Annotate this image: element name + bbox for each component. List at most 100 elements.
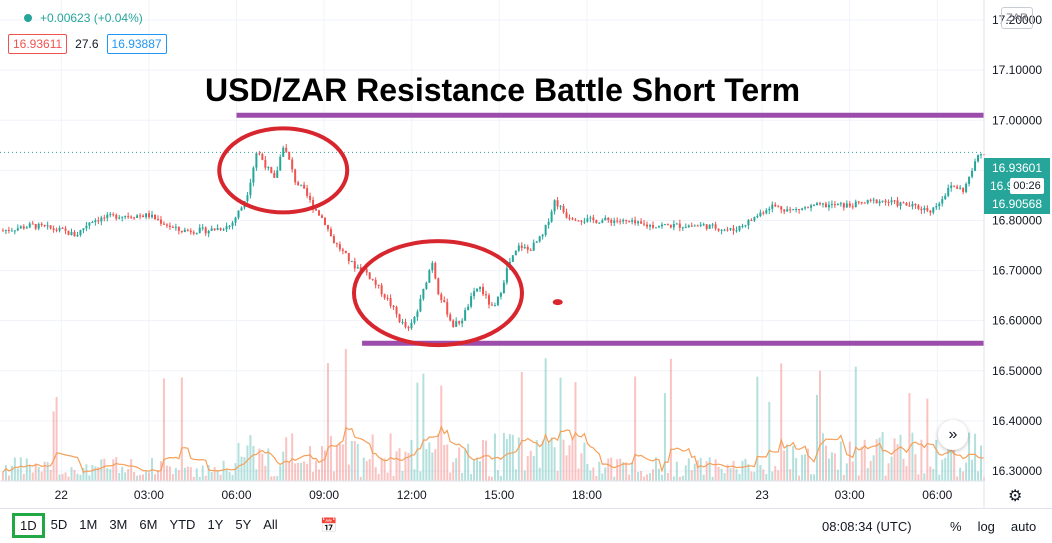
volume-bar [789,469,792,481]
gear-icon[interactable]: ⚙ [1008,488,1023,505]
candle-body [619,221,622,223]
volume-bar [827,458,830,481]
range-3m[interactable]: 3M [109,517,128,532]
candle-body [640,221,643,224]
volume-bar [532,456,535,481]
candle-body [279,156,282,171]
scroll-to-realtime-button[interactable]: » [938,420,968,450]
candle-body [804,207,807,209]
volume-bar [705,461,708,481]
range-5d[interactable]: 5D [50,517,68,532]
candle-body [813,205,816,207]
candle-body [705,224,708,229]
range-5y[interactable]: 5Y [235,517,252,532]
ask-price[interactable]: 16.93887 [106,34,167,54]
volume-bar [207,465,210,481]
current-price-label: 16.93601 [984,158,1050,178]
volume-bar [13,457,16,481]
candle-body [213,228,216,230]
volume-bar [320,446,323,481]
candle-body [577,220,580,222]
percent-toggle[interactable]: % [950,519,962,534]
time-axis[interactable]: 22 03:00 06:00 09:00 12:00 15:00 18:00 23 03:00 0… [55,488,953,502]
volume-bar [857,475,860,481]
volume-bar [76,473,79,481]
candle-body [419,298,422,312]
volume-bar [142,474,145,481]
volume-bar [121,466,124,481]
volume-bar [711,476,714,481]
candle-body [82,228,85,231]
volume-bar [720,468,723,481]
volume-bar [738,473,741,481]
volume-bar [550,437,553,481]
volume-bar [893,438,896,481]
volume-bar [765,474,768,481]
candle-body [810,205,813,208]
candle-body [297,182,300,186]
volume-bar [795,458,798,481]
volume-bar [750,471,753,481]
volume-bar [938,474,941,481]
calendar-icon[interactable]: 📅 [320,517,338,533]
currency-button[interactable]: ZAR [1001,7,1033,29]
range-all[interactable]: All [263,517,278,532]
volume-bar [380,457,383,481]
range-6m[interactable]: 6M [139,517,158,532]
candle-body [496,296,499,306]
candle-body [46,225,49,227]
volume-bar [604,467,607,481]
candle-body [61,227,64,229]
price-axis[interactable]: 17.2000017.1000017.0000016.9000016.80000… [992,13,1042,478]
price-chart[interactable]: 17.2000017.1000017.0000016.9000016.80000… [0,0,1052,508]
log-toggle[interactable]: log [977,519,995,534]
candle-body [422,288,425,299]
volume-bar [168,466,171,481]
volume-bar [222,460,225,481]
candle-body [672,223,675,228]
volume-bar [67,476,70,481]
candle-body [228,225,231,227]
volume-bar [756,376,759,481]
auto-toggle[interactable]: auto [1010,519,1037,534]
volume-bar [94,466,97,481]
market-status-dot [24,14,32,22]
candle-body [505,268,508,283]
candle-body [73,231,76,237]
volume-bar [85,464,88,481]
range-ytd[interactable]: YTD [169,517,196,532]
volume-bar [485,440,488,481]
candle-body [100,217,103,222]
volume-bar [735,469,738,481]
candle-body [535,241,538,243]
bid-price[interactable]: 16.93611 [8,34,68,54]
volume-bar [559,377,562,481]
volume-bar [210,472,213,481]
candle-body [350,261,353,263]
candle-body [237,210,240,218]
volume-bar [219,474,222,481]
volume-bar [323,450,326,481]
volume-bar [341,444,344,481]
range-1y[interactable]: 1Y [207,517,224,532]
utc-clock[interactable]: 08:08:34 (UTC) [822,519,912,534]
time-tick-label: 12:00 [397,488,427,502]
candle-body [947,187,950,196]
range-1m[interactable]: 1M [79,517,98,532]
volume-bar [490,476,493,481]
candle-body [607,217,610,220]
volume-bar [371,434,374,481]
range-1d[interactable]: 1D [12,513,45,538]
candle-body [425,282,428,289]
volume-bar [869,460,872,481]
candle-body [222,229,225,231]
candle-body [798,209,801,211]
candle-body [392,305,395,307]
candle-body [818,203,821,205]
candle-body [4,229,7,231]
candle-body [693,225,696,227]
volume-bar [4,465,7,481]
volume-bar [717,466,720,481]
candle-body [848,203,851,207]
candle-body [616,220,619,222]
